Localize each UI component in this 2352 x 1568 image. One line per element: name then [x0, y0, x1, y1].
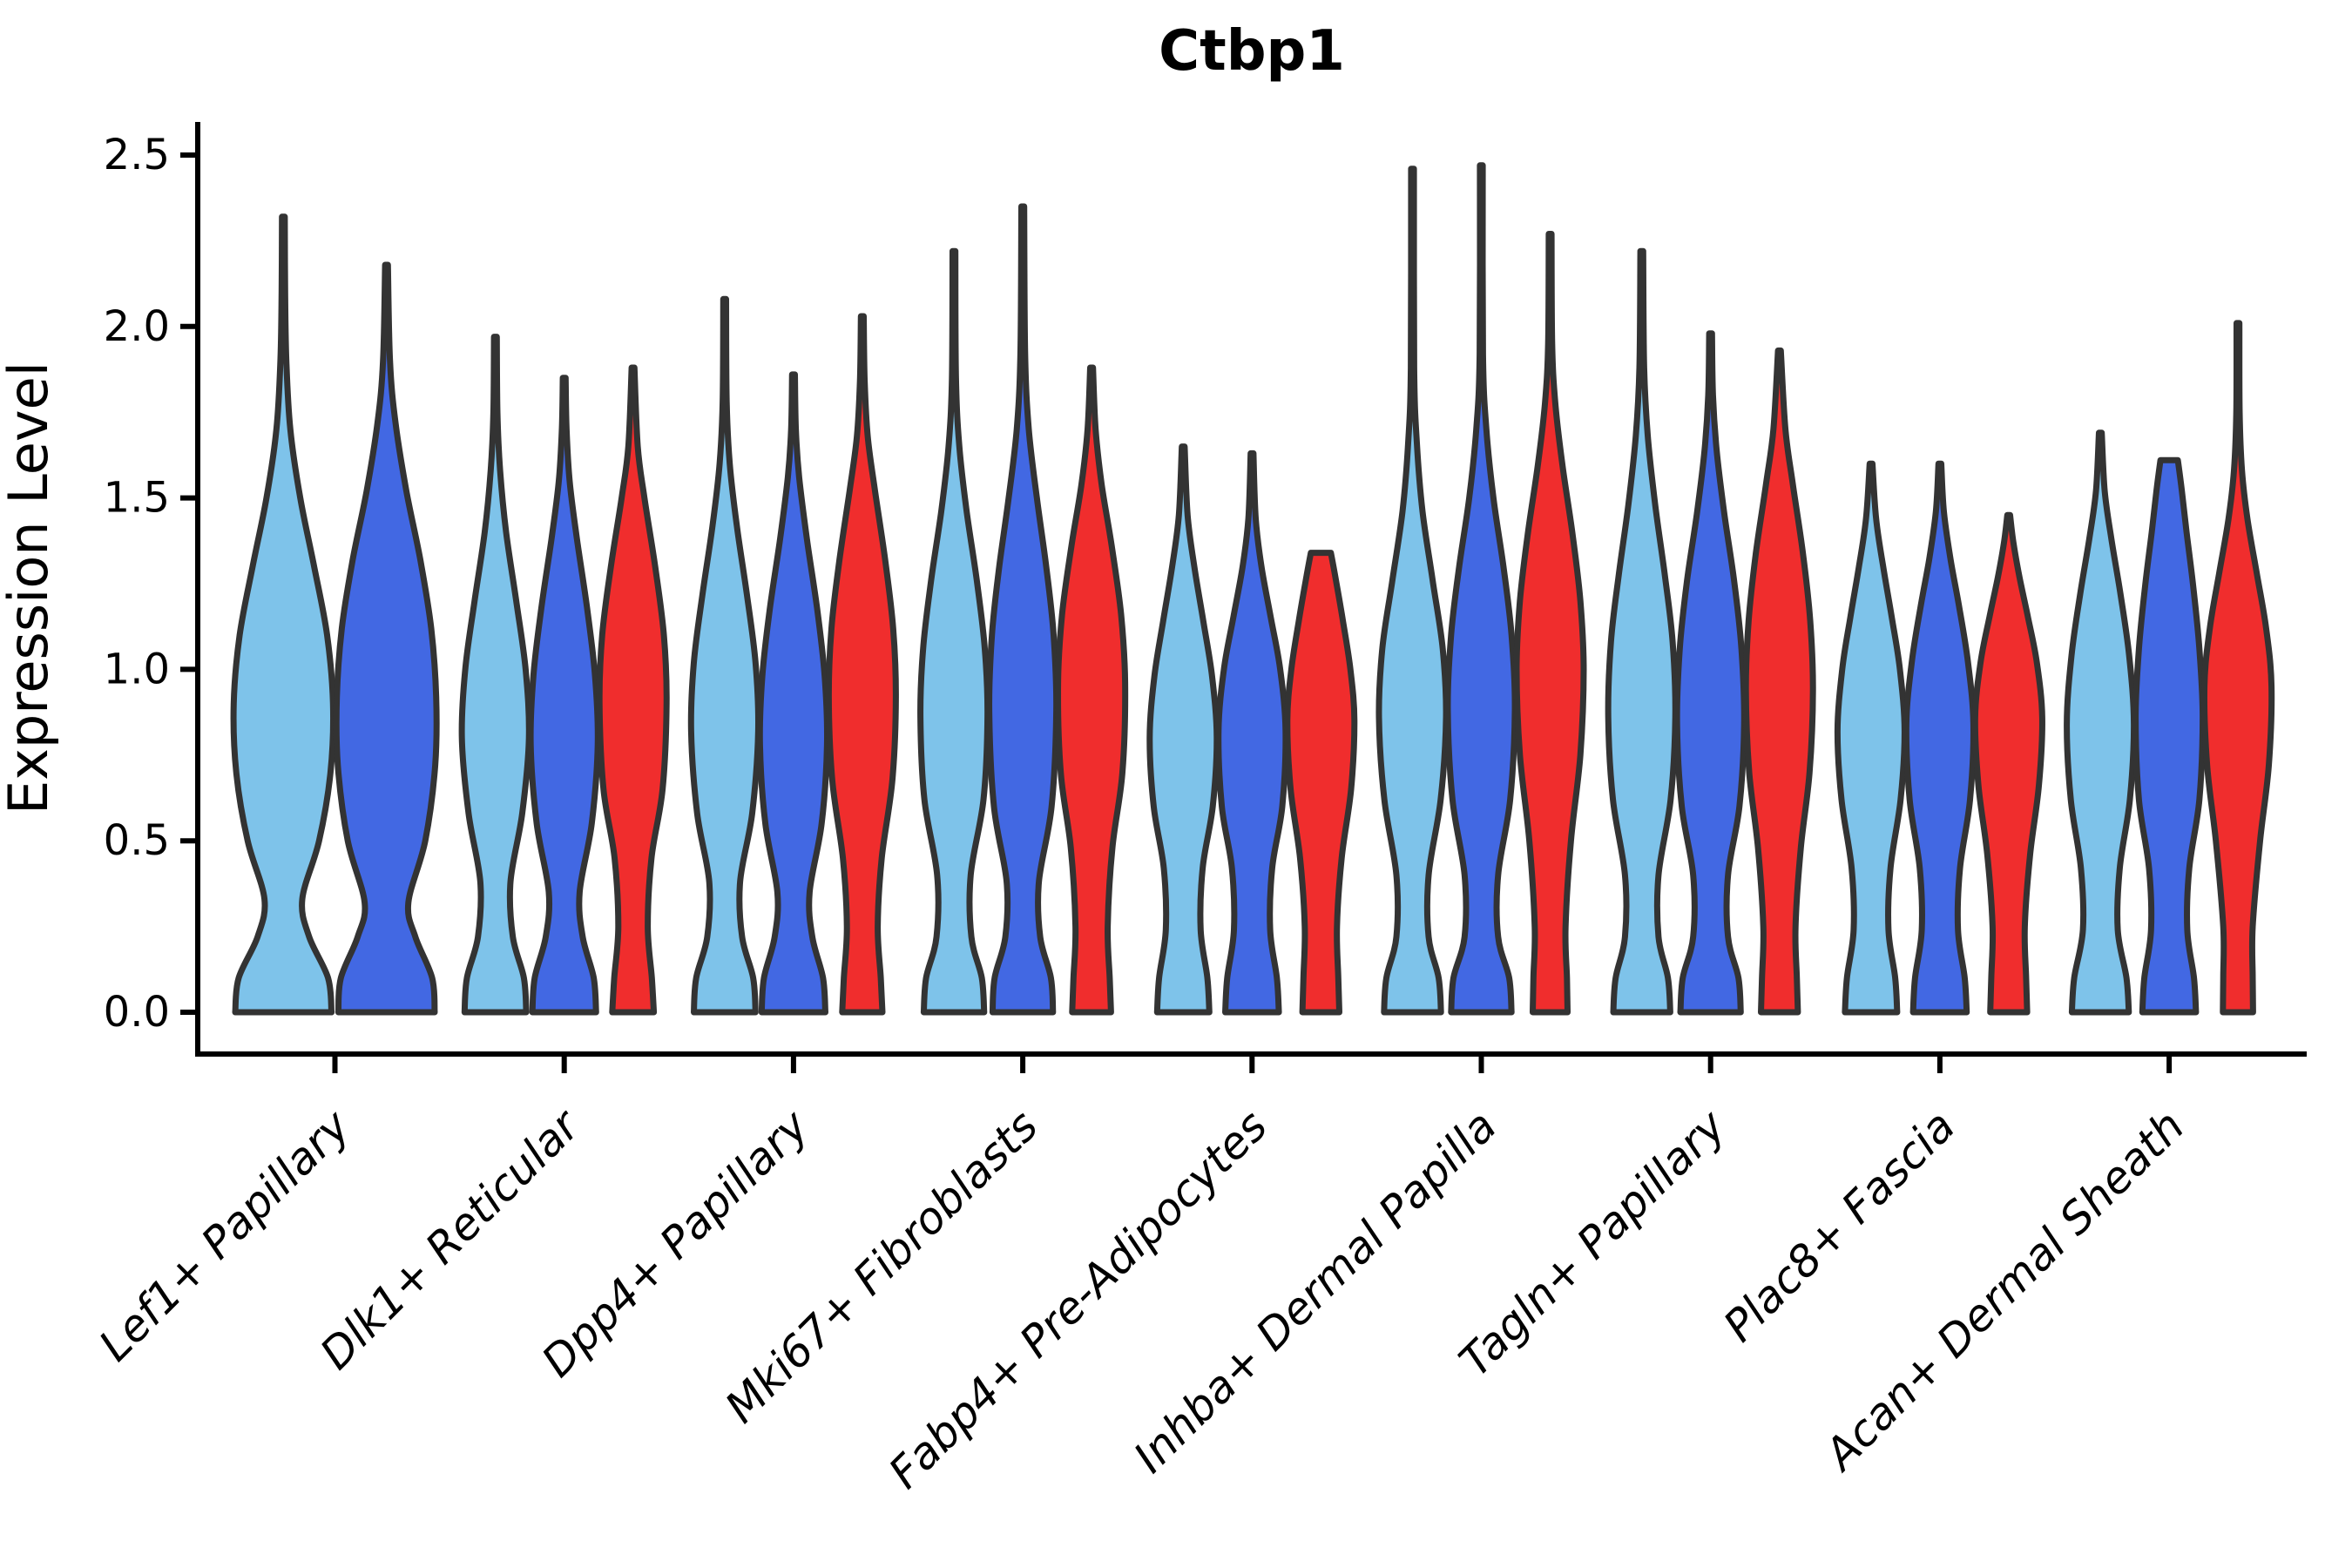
chart-title: Ctbp1 [1159, 19, 1345, 84]
violin-tagln-dark-blue [1673, 330, 1747, 1016]
y-tick-label: 0.5 [104, 816, 170, 865]
violin-dpp4-dark-blue [756, 371, 831, 1016]
y-tick-label: 2.0 [104, 302, 170, 351]
x-tick-label-9: Acan+ Dermal Sheath [1814, 1100, 2194, 1481]
violin-plac8-dark-blue [1903, 460, 1977, 1016]
y-axis-label: Expression Level [0, 362, 60, 814]
violin-acan-red [2201, 320, 2275, 1016]
x-tick-label-1: Lef1+ Papillary [90, 1099, 361, 1370]
violin-acan-light-blue [2064, 429, 2138, 1016]
violin-dlk1-light-blue [458, 334, 532, 1016]
violin-dlk1-dark-blue [527, 375, 601, 1016]
violin-acan-dark-blue [2132, 456, 2207, 1016]
violin-fabp4-dark-blue [1215, 449, 1289, 1016]
violins [230, 162, 2275, 1016]
violin-dlk1-red [596, 364, 670, 1016]
violin-fabp4-light-blue [1146, 443, 1220, 1016]
violin-lef1-light-blue [230, 213, 337, 1016]
violin-tagln-red [1742, 347, 1816, 1016]
violin-mki67-light-blue [917, 247, 991, 1016]
axes: 0.0 0.5 1.0 1.5 2.0 2.5 [104, 122, 2307, 1057]
violin-plac8-light-blue [1834, 460, 1908, 1016]
violin-inhba-red [1513, 231, 1587, 1016]
x-tick-label-6: Inhba+ Dermal Papilla [1125, 1100, 1506, 1482]
violin-dpp4-light-blue [687, 295, 762, 1016]
violin-dpp4-red [825, 313, 899, 1016]
x-tick-label-5: Fabp4+ Pre-Adipocytes [879, 1100, 1277, 1498]
x-tick-label-8: Plac8+ Fascia [1713, 1100, 1964, 1351]
violin-tagln-light-blue [1605, 247, 1679, 1016]
violin-fabp4-red [1284, 550, 1358, 1016]
violin-inhba-light-blue [1375, 166, 1450, 1016]
y-tick-label: 1.5 [104, 474, 170, 523]
y-tick-label: 0.0 [104, 988, 170, 1037]
y-tick-label: 1.0 [104, 645, 170, 693]
violin-inhba-dark-blue [1444, 162, 1518, 1016]
violin-plac8-red [1971, 511, 2045, 1016]
violin-lef1-dark-blue [333, 261, 440, 1016]
violin-mki67-red [1055, 364, 1129, 1016]
y-tick-label: 2.5 [104, 131, 170, 179]
violin-mki67-dark-blue [986, 203, 1060, 1016]
